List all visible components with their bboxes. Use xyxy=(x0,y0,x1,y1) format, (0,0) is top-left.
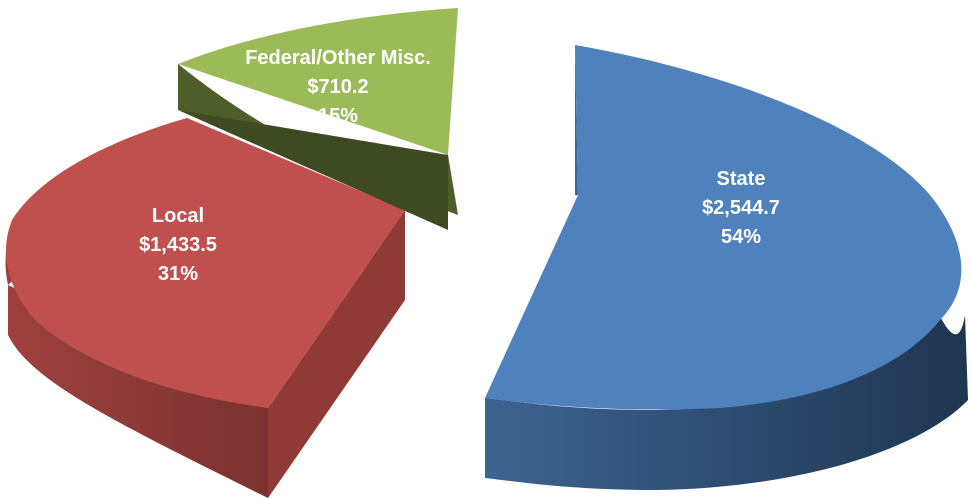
label-federal-percent: 15% xyxy=(318,105,358,127)
slice-federal-cut-face xyxy=(178,110,448,230)
label-federal-category: Federal/Other Misc. xyxy=(245,47,431,69)
slice-state-top xyxy=(485,45,962,410)
label-federal-value: $710.2 xyxy=(307,76,368,98)
label-local-percent: 31% xyxy=(158,263,198,285)
label-state: State $2,544.7 54% xyxy=(702,168,780,248)
label-state-value: $2,544.7 xyxy=(702,197,780,219)
label-local-value: $1,433.5 xyxy=(139,234,217,256)
label-local: Local $1,433.5 31% xyxy=(139,205,217,285)
label-state-category: State xyxy=(717,168,766,190)
label-federal: Federal/Other Misc. $710.2 15% xyxy=(245,47,431,127)
slice-local-top xyxy=(5,118,405,408)
slice-state xyxy=(485,45,968,490)
slice-federal xyxy=(178,8,458,230)
slice-federal-top xyxy=(178,8,458,155)
slice-local-cut-face xyxy=(268,210,405,498)
slice-state-side xyxy=(485,300,968,490)
slice-local xyxy=(5,118,405,498)
label-state-percent: 54% xyxy=(721,226,761,248)
label-local-category: Local xyxy=(152,205,204,227)
